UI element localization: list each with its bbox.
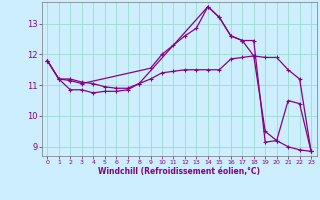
X-axis label: Windchill (Refroidissement éolien,°C): Windchill (Refroidissement éolien,°C) (98, 167, 260, 176)
